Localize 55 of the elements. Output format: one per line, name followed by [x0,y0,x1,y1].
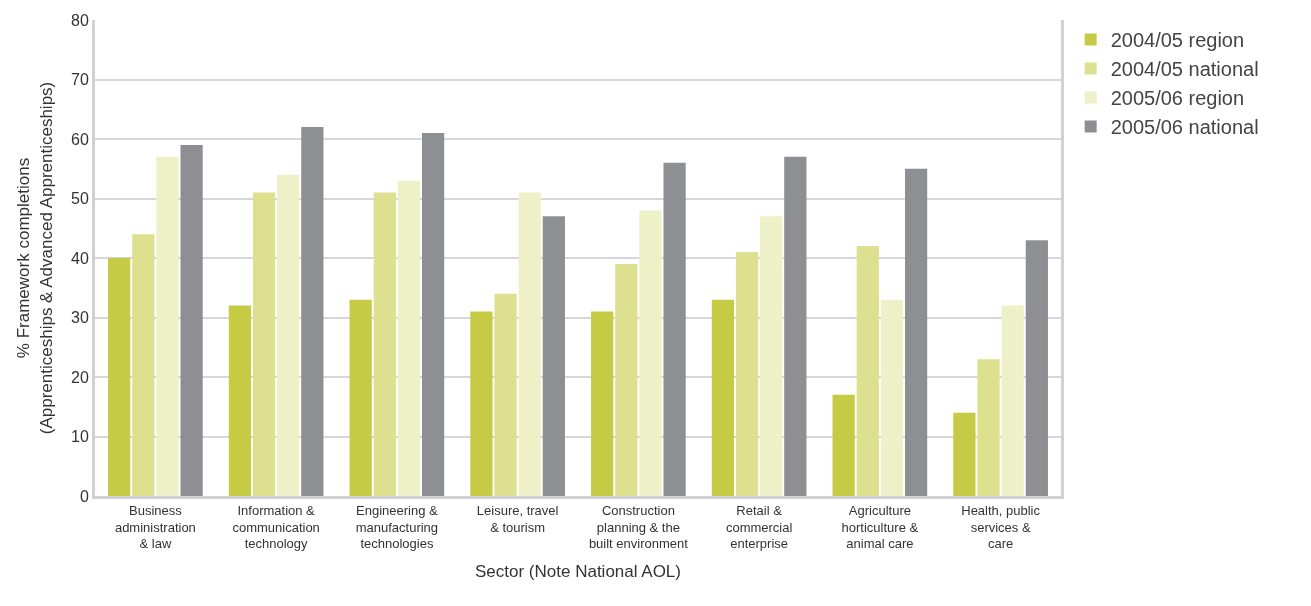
bar [735,252,759,496]
bar [301,127,324,496]
y-tick-label: 70 [71,71,89,89]
bar [132,234,155,496]
legend-label: 2004/05 national [1110,58,1259,81]
bar [1025,240,1048,496]
bar [252,192,276,496]
bar [711,299,735,496]
bar [228,305,252,496]
y-tick-label: 0 [79,487,89,505]
x-tick-label: Information & communication technology [232,502,320,552]
x-tick-label: Construction planning & the built environment [588,502,689,552]
x-tick-label: Leisure, travel & tourism [476,502,559,535]
y-tick-label: 50 [71,190,89,208]
bar [277,174,300,496]
bar [373,192,396,496]
y-tick-label: 30 [71,309,89,327]
bar [784,156,807,496]
y-axis-title: % Framework completions (Apprenticeships & Advanced Apprenticeships) [14,81,56,435]
bar [180,144,203,496]
bar [639,210,662,496]
x-tick-label: Engineering & manufacturing technologies [355,502,439,552]
bar [615,263,638,496]
y-tick-label: 60 [71,130,89,148]
bar [542,216,565,496]
bar [904,168,928,496]
bar [470,311,493,496]
bar [421,133,445,496]
bar [856,246,879,496]
bar [832,394,855,496]
y-tick-label: 10 [71,428,89,446]
y-tick-label: 20 [71,368,89,386]
x-tick-label: Health, public services & care [961,502,1041,552]
x-tick-label: Retail & commercial enterprise [725,502,793,552]
bar [397,180,421,496]
bar [494,293,517,496]
bar [1001,305,1024,496]
y-tick-label: 80 [71,11,89,29]
bar [591,311,614,496]
bar [953,412,976,496]
bar [108,258,131,496]
legend-label: 2005/06 national [1110,116,1259,139]
x-tick-label: Business administration & law [114,502,196,552]
x-axis-title: Sector (Note National AOL) [475,561,681,581]
legend-label: 2005/06 region [1110,87,1245,110]
x-tick-label: Agriculture horticulture & animal care [841,502,919,552]
bar [156,156,179,496]
bar [760,216,783,496]
legend-label: 2004/05 region [1110,29,1245,52]
bar [663,162,686,496]
bar [880,299,904,496]
bar [349,299,372,496]
bar [977,359,1000,496]
y-tick-label: 40 [71,249,89,267]
bar [518,192,541,496]
